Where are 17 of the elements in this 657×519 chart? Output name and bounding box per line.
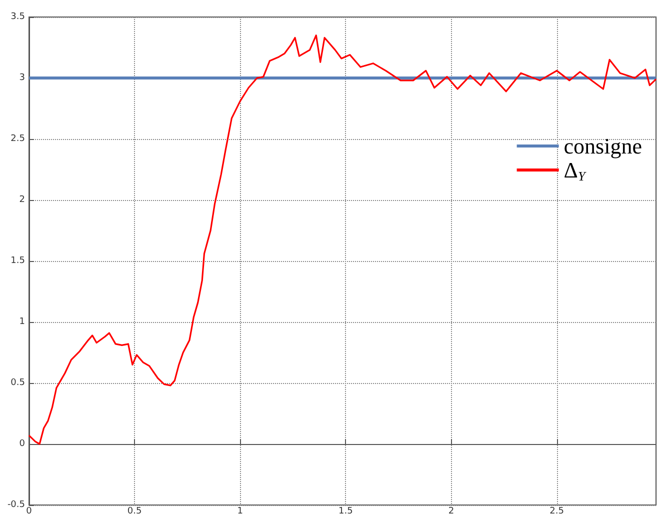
x-tick-label: 0: [26, 506, 32, 516]
legend-label: consigne: [564, 134, 642, 158]
y-tick-label: 3.5: [10, 12, 25, 22]
y-tick-label: 0: [19, 439, 26, 449]
y-tick-label: 1.5: [10, 256, 25, 266]
y-tick-label: 3: [19, 73, 25, 83]
y-tick-label: 2: [19, 195, 25, 205]
y-tick-label: 0.5: [10, 378, 25, 388]
x-tick-label: 2: [448, 506, 454, 516]
x-tick-label: 1.5: [338, 506, 353, 516]
x-tick-label: 1: [237, 506, 243, 516]
x-tick-label: 0.5: [127, 506, 142, 516]
y-tick-label: 1: [19, 317, 25, 327]
y-tick-label: 2.5: [10, 134, 25, 144]
x-tick-label: 2.5: [550, 506, 564, 516]
line-series: [28, 34, 657, 445]
y-tick-label: -0.5: [7, 500, 25, 510]
